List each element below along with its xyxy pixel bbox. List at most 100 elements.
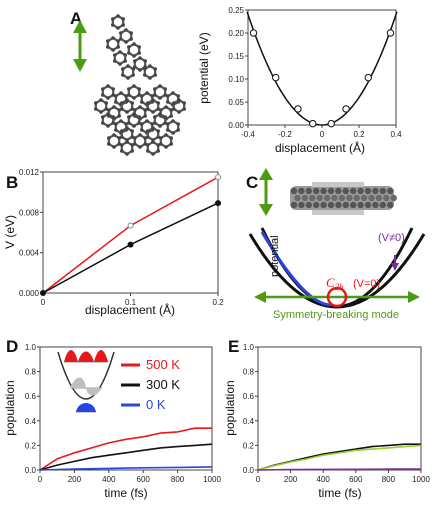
- molecule-atom: [121, 73, 125, 77]
- e-series-line: [257, 468, 422, 471]
- molecule-atom: [116, 45, 120, 49]
- a-xtick-label: 0: [320, 130, 325, 139]
- molecule-atom: [383, 194, 390, 202]
- molecule-atom: [121, 67, 125, 71]
- molecule-atom: [111, 23, 115, 27]
- molecule-atom: [101, 93, 105, 97]
- molecule-atom: [387, 187, 394, 195]
- a-data-point: [327, 119, 335, 128]
- d-xtick-label: 200: [68, 475, 82, 484]
- panel-d-inset-wavefunctions: [57, 350, 115, 413]
- e-xaxis-label: time (fs): [318, 486, 361, 500]
- d-series-line: [39, 427, 212, 471]
- molecule-atom: [156, 129, 160, 133]
- b-xtick-label: 0: [41, 298, 46, 307]
- e-xtick-label: 600: [349, 475, 363, 484]
- molecule-atom: [379, 187, 386, 195]
- panel-b-plot: 0 0.1 0.2 0.000 0.004 0.008 0.012 displacement …: [3, 168, 224, 317]
- e-ytick-label: 0.0: [243, 466, 255, 475]
- e-yaxis-label: population: [223, 380, 237, 435]
- molecule-atom: [114, 122, 118, 126]
- molecule-atom: [120, 149, 124, 153]
- b-series-line: [42, 202, 219, 294]
- molecule-atom: [113, 59, 117, 63]
- molecule-atom: [172, 107, 176, 111]
- molecule-atom: [120, 129, 124, 133]
- e-series-line: [257, 443, 421, 471]
- molecule-atom: [146, 149, 150, 153]
- molecule-atom: [158, 96, 162, 100]
- molecule-atom: [137, 45, 141, 49]
- b-ytick-label: 0.012: [19, 168, 40, 177]
- a-xtick-label: 0.2: [353, 130, 365, 139]
- a-ytick-label: 0.20: [228, 29, 244, 38]
- molecule-atom: [131, 67, 135, 71]
- a-ytick-label: 0.00: [228, 121, 244, 130]
- molecule-atom: [151, 126, 155, 130]
- molecule-atom: [338, 194, 346, 202]
- d-xtick-label: 0: [38, 475, 43, 484]
- molecule-atom: [182, 107, 186, 111]
- c-mode-arrow-left: [254, 291, 266, 303]
- molecule-atom: [137, 115, 141, 119]
- molecule-atom: [156, 149, 160, 153]
- molecule-atom: [156, 101, 160, 105]
- e-xtick-label: 200: [284, 475, 298, 484]
- b-data-point: [40, 290, 46, 296]
- molecule-atom: [169, 114, 173, 118]
- molecule-atom: [106, 45, 110, 49]
- panel-label-d: D: [6, 337, 18, 356]
- molecule-atom: [116, 39, 120, 43]
- molecule-atom: [113, 53, 117, 57]
- molecule-ring: [133, 133, 147, 149]
- molecule-atom: [132, 96, 136, 100]
- panel-a-vibration-arrow: [73, 20, 87, 72]
- a-data-point: [342, 105, 350, 113]
- molecule-atom: [164, 145, 168, 149]
- b-xaxis-label: displacement (Å): [85, 302, 175, 317]
- molecule-atom: [107, 142, 111, 146]
- molecule-atom: [130, 101, 134, 105]
- molecule-atom: [327, 201, 335, 209]
- molecule-atom: [126, 76, 130, 80]
- a-fit-curve: [246, 11, 398, 126]
- molecule-atom: [127, 115, 131, 119]
- molecule-hydrogens: [312, 210, 364, 215]
- molecule-atom: [290, 187, 298, 195]
- c-mode-label: Symmetry-breaking mode: [273, 309, 399, 321]
- a-data-point: [386, 29, 395, 37]
- b-yaxis-label: V (eV): [3, 215, 17, 249]
- e-ytick-label: 0.6: [243, 392, 255, 401]
- molecule-atom: [121, 23, 125, 27]
- molecule-atom: [171, 91, 175, 95]
- molecule-atom: [301, 194, 309, 202]
- molecule-atom: [106, 39, 110, 43]
- b-xtick-label: 0.2: [212, 298, 224, 307]
- molecule-atom: [379, 201, 386, 209]
- c-gap-arrow-head: [391, 263, 399, 271]
- molecule-ring: [101, 84, 115, 100]
- b-data-point: [215, 174, 221, 181]
- molecule-atom: [140, 94, 144, 98]
- molecule-atom: [125, 140, 129, 144]
- molecule-atom: [166, 100, 170, 104]
- molecule-atom: [101, 87, 105, 91]
- molecule-atom: [171, 131, 175, 135]
- molecule-ring: [121, 64, 135, 80]
- a-yaxis-label: potential (eV): [197, 32, 211, 103]
- panel-a-plot: -0.4 -0.2 0 0.2 0.4 0.00 0.05 0.10 0.15 0.20 0.25 d…: [197, 6, 402, 155]
- b-data-point: [127, 241, 134, 248]
- molecule-atom: [112, 133, 116, 137]
- molecule-atom: [138, 68, 142, 72]
- molecule-atom: [117, 114, 121, 118]
- d-xaxis-label: time (fs): [104, 486, 147, 500]
- molecule-atom: [132, 112, 136, 116]
- molecule-atom: [153, 87, 157, 91]
- molecule-atom: [145, 91, 149, 95]
- panel-c-schematic: [248, 227, 426, 309]
- molecule-atom: [323, 194, 331, 202]
- panel-e-plot: 0 200 400 600 800 1000 0.0 0.2 0.4 0.6 0.8 1.0 time …: [223, 343, 430, 500]
- molecule-atom: [137, 87, 141, 91]
- molecule-atom: [166, 122, 170, 126]
- panel-label-c: C: [246, 173, 258, 192]
